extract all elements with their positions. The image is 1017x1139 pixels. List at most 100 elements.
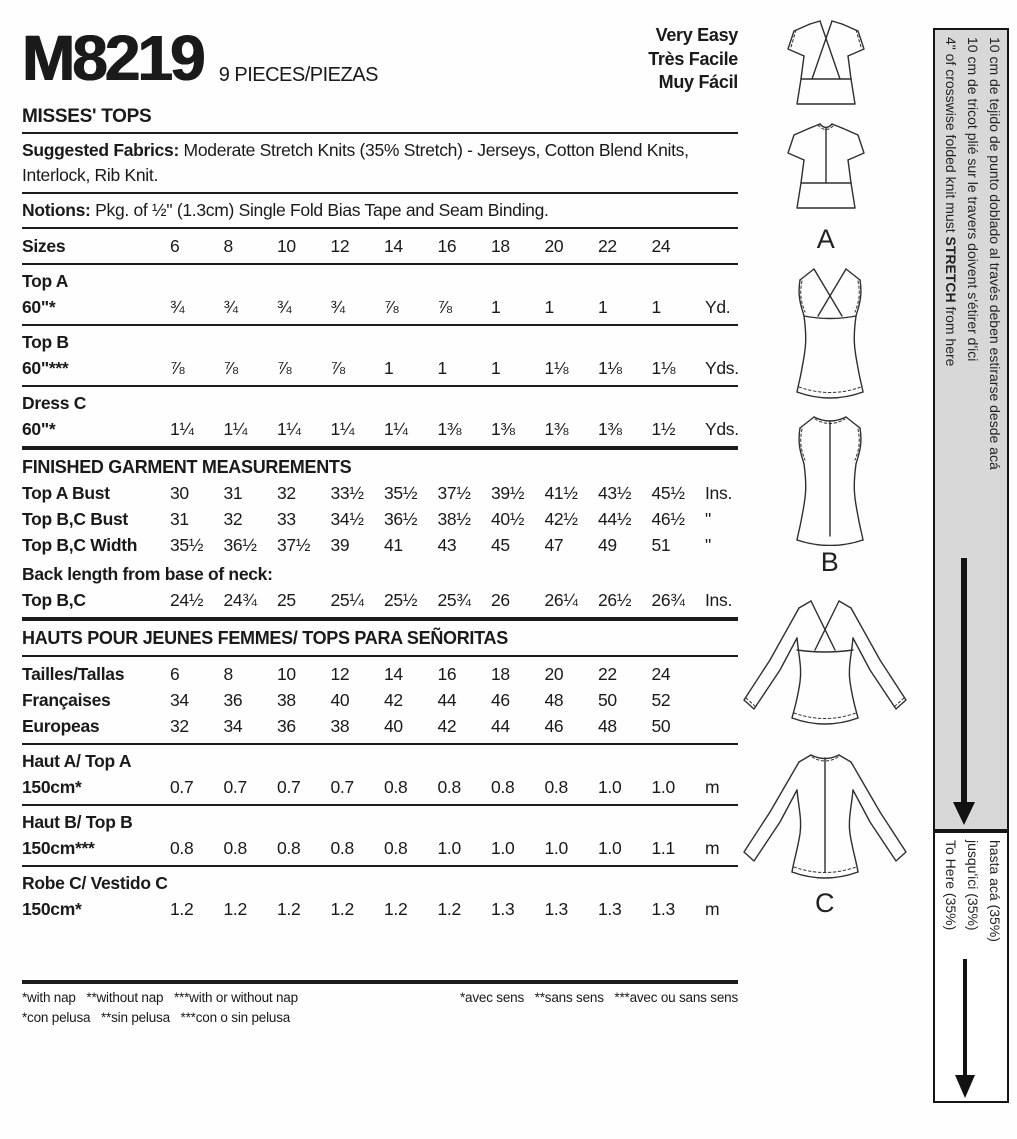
- spacer: [22, 922, 738, 976]
- difficulty-fr: Très Facile: [648, 48, 738, 69]
- value-cell: 0.8: [437, 777, 462, 797]
- value-cell: 24¾: [223, 590, 257, 610]
- row-values: 31 32 33 34½ 36½ 38½ 40½ 42½ 44½ 46½ ": [170, 506, 738, 532]
- value-cell: 1⅜: [437, 419, 462, 439]
- difficulty-es: Muy Fácil: [658, 72, 739, 92]
- value-cell: 34: [223, 716, 243, 736]
- value-cell: 39: [330, 535, 350, 555]
- row-label: Françaises: [22, 690, 111, 710]
- row-values: 34 36 38 40 42 44 46 48 50 52: [170, 687, 738, 713]
- value-cell: 26: [491, 590, 510, 610]
- measurement-row-back-bc: Top B,C 24½ 24¾ 25 25¼ 25½ 25¾ 26 26¼ 26½ 26¾ Ins.: [22, 587, 738, 613]
- back-length-note: Back length from base of neck:: [22, 564, 273, 584]
- value-cell: 30: [170, 483, 189, 503]
- value-cell: 10: [277, 664, 296, 684]
- international-title: HAUTS POUR JEUNES FEMMES/ TOPS PARA SEÑO…: [22, 628, 508, 648]
- yardage-row-dress-c: 60"* 1¼ 1¼ 1¼ 1¼ 1¼ 1⅜ 1⅜ 1⅜ 1⅜ 1½ Yds.: [22, 416, 739, 442]
- divider: [22, 263, 738, 265]
- value-cell: 36½: [223, 535, 257, 555]
- value-cell: 37½: [437, 483, 471, 503]
- divider: [22, 617, 738, 621]
- value-cell: 16: [437, 236, 457, 256]
- value-cell: 31: [223, 483, 243, 503]
- value-cell: 40½: [491, 509, 525, 529]
- row-values: 24½ 24¾ 25 25¼ 25½ 25¾ 26 26¼ 26½ 26¾ Ins.: [170, 587, 738, 613]
- value-cell: 26½: [598, 590, 632, 610]
- sizes-row-intl: Tailles/Tallas 6 8 10 12 14 16 18 20 22 24: [22, 661, 738, 687]
- value-cell: 49: [598, 535, 617, 555]
- row-values: ⅞ ⅞ ⅞ ⅞ 1 1 1 1⅛ 1⅛ 1⅛ Yds.: [170, 355, 739, 381]
- value-cell: ⅞: [223, 358, 239, 378]
- value-cell: 24½: [170, 590, 204, 610]
- row-label: 150cm*: [22, 777, 82, 797]
- row-label: Top B,C Bust: [22, 509, 128, 529]
- footnote-es: *con pelusa **sin pelusa ***con o sin pe…: [22, 1010, 291, 1025]
- value-cell: 33: [277, 509, 296, 529]
- row-values: 1¼ 1¼ 1¼ 1¼ 1¼ 1⅜ 1⅜ 1⅜ 1⅜ 1½ Yds.: [170, 416, 739, 442]
- value-cell: 24: [651, 236, 671, 256]
- row-label: Sizes: [22, 236, 66, 256]
- value-cell: 1¼: [277, 419, 301, 439]
- stretch-gauge-lower: To Here (35%) jusqu'ici (35%) hasta acá …: [933, 831, 1009, 1103]
- down-arrow-icon: [955, 959, 975, 1098]
- value-cell: 1.0: [437, 838, 462, 858]
- value-cell: 8: [223, 664, 234, 684]
- value-cell: 32: [223, 509, 243, 529]
- value-cell: 18: [491, 664, 510, 684]
- row-label: 150cm***: [22, 838, 95, 858]
- value-cell: 1.3: [491, 899, 515, 919]
- value-cell: 52: [651, 690, 671, 710]
- suggested-fabrics-label: Suggested Fabrics:: [22, 140, 179, 160]
- row-values: 0.7 0.7 0.7 0.7 0.8 0.8 0.8 0.8 1.0 1.0 m: [170, 774, 738, 800]
- to-here-fr: jusqu'ici (35%): [965, 840, 981, 931]
- value-cell: 12: [330, 236, 350, 256]
- measurement-row-bust-bc: Top B,C Bust 31 32 33 34½ 36½ 38½ 40½ 42½ 44½ 46½…: [22, 506, 738, 532]
- sizes-row-fr: Françaises 34 36 38 40 42 44 46 48 50 52: [22, 687, 738, 713]
- value-cell: 46½: [651, 509, 685, 529]
- unit-cell: [705, 687, 738, 713]
- value-cell: 1: [598, 297, 608, 317]
- value-cell: 38: [330, 716, 350, 736]
- stretch-line-fr: 10 cm de tricot plié sur le travers doiv…: [965, 37, 981, 362]
- value-cell: 1: [491, 297, 501, 317]
- sizes-row: Sizes 6 8 10 12 14 16 18 20 22 24: [22, 233, 738, 259]
- value-cell: 20: [544, 236, 564, 256]
- divider: [22, 804, 738, 806]
- value-cell: 1.0: [598, 777, 622, 797]
- value-cell: 1.1: [651, 838, 676, 858]
- value-cell: 42½: [544, 509, 578, 529]
- value-cell: 43½: [598, 483, 632, 503]
- row-label: 60"*: [22, 419, 56, 439]
- value-cell: ¾: [223, 297, 239, 317]
- top-c-drawing: [736, 596, 914, 892]
- value-cell: 1¼: [330, 419, 355, 439]
- value-cell: 35½: [384, 483, 418, 503]
- value-cell: 47: [544, 535, 564, 555]
- value-cell: 1⅛: [544, 358, 569, 378]
- divider: [22, 980, 738, 984]
- value-cell: ⅞: [170, 358, 185, 378]
- suggested-fabrics: Suggested Fabrics: Moderate Stretch Knit…: [22, 138, 738, 188]
- value-cell: 40: [384, 716, 403, 736]
- measurement-row-width-bc: Top B,C Width 35½ 36½ 37½ 39 41 43 45 47 49 51 ": [22, 532, 738, 558]
- yardage-row-top-b: 60"*** ⅞ ⅞ ⅞ ⅞ 1 1 1 1⅛ 1⅛ 1⅛ Yds.: [22, 355, 739, 381]
- value-cell: 0.7: [330, 777, 355, 797]
- value-cell: 1.0: [598, 838, 622, 858]
- group-top-a: Top A: [22, 271, 69, 291]
- value-cell: 44: [491, 716, 510, 736]
- value-cell: ¾: [170, 297, 185, 317]
- value-cell: 1½: [651, 419, 676, 439]
- value-cell: 1⅜: [544, 419, 569, 439]
- notions-label: Notions:: [22, 200, 91, 220]
- value-cell: ¾: [277, 297, 292, 317]
- suggested-fabrics-text: Moderate Stretch Knits (35% Stretch) - J…: [22, 140, 689, 185]
- group-haut-a: Haut A/ Top A: [22, 751, 132, 771]
- metric-row-haut-a: 150cm* 0.7 0.7 0.7 0.7 0.8 0.8 0.8 0.8 1.0 1.0 m: [22, 774, 738, 800]
- value-cell: 1¼: [384, 419, 408, 439]
- measurement-row-bust-a: Top A Bust 30 31 32 33½ 35½ 37½ 39½ 41½ 43½ 45½ In…: [22, 480, 738, 506]
- value-cell: 25½: [384, 590, 418, 610]
- value-cell: 1: [491, 358, 501, 378]
- to-here-text: To Here (35%) jusqu'ici (35%) hasta acá …: [935, 833, 1006, 942]
- value-cell: 1.2: [384, 899, 408, 919]
